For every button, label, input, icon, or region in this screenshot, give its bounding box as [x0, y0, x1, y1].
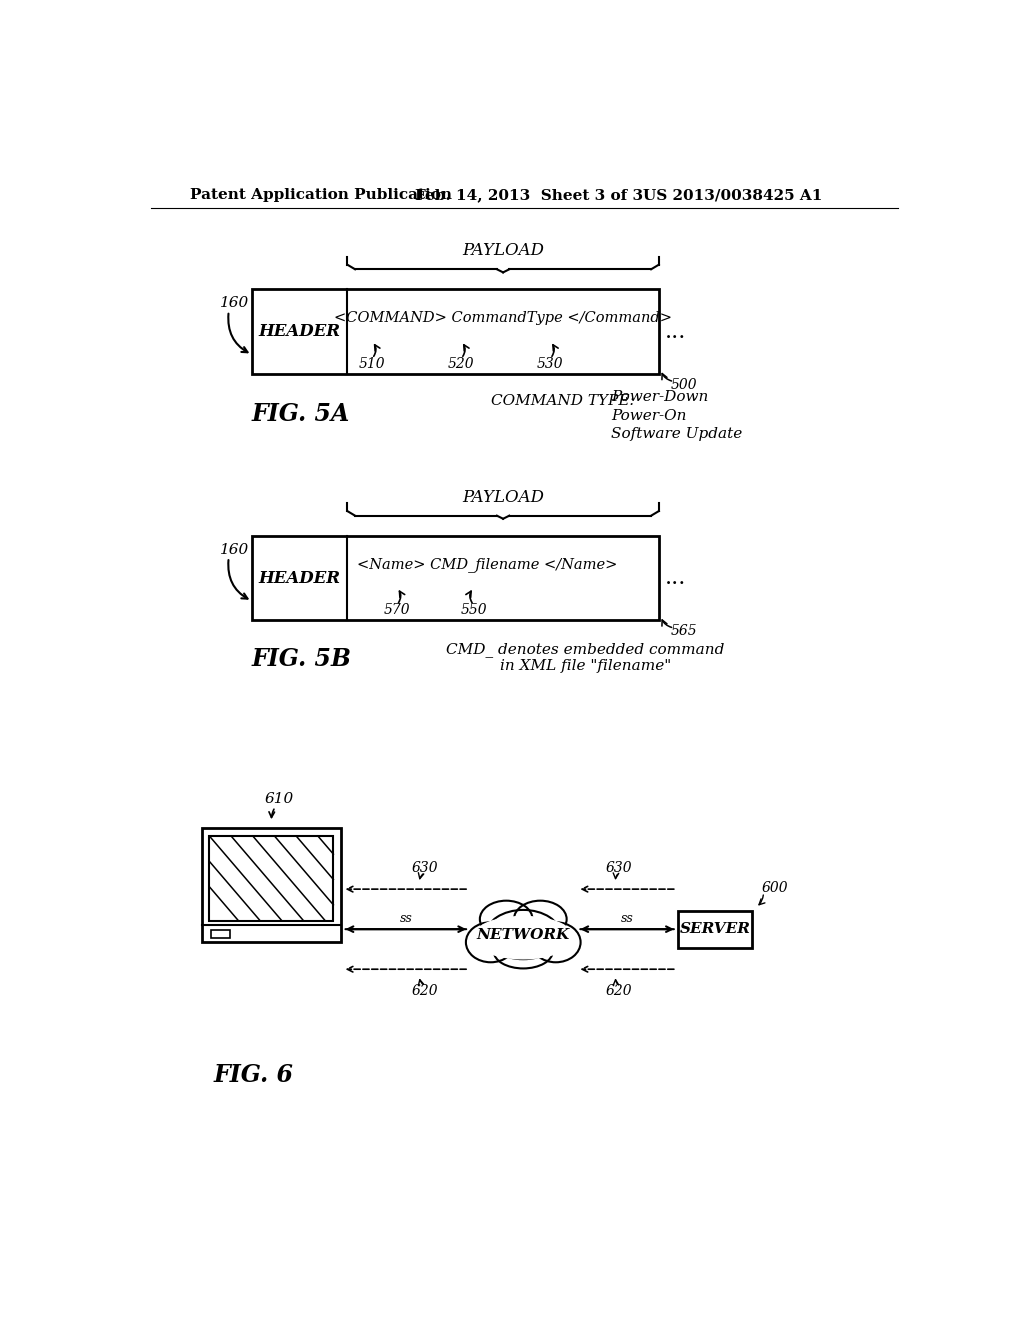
FancyBboxPatch shape	[252, 289, 658, 374]
Text: HEADER: HEADER	[259, 569, 341, 586]
Text: FIG. 5B: FIG. 5B	[252, 647, 352, 671]
Text: Feb. 14, 2013  Sheet 3 of 3: Feb. 14, 2013 Sheet 3 of 3	[415, 189, 643, 202]
Text: US 2013/0038425 A1: US 2013/0038425 A1	[643, 189, 822, 202]
Text: <COMMAND> CommandType </Command>: <COMMAND> CommandType </Command>	[334, 310, 672, 325]
Text: PAYLOAD: PAYLOAD	[462, 488, 544, 506]
Text: COMMAND TYPE:: COMMAND TYPE:	[490, 393, 634, 408]
Text: HEADER: HEADER	[259, 323, 341, 341]
Text: NETWORK: NETWORK	[476, 928, 570, 941]
Text: ss: ss	[621, 912, 634, 925]
Text: <Name> CMD_filename </Name>: <Name> CMD_filename </Name>	[357, 557, 617, 572]
Ellipse shape	[514, 900, 566, 937]
Text: 565: 565	[671, 624, 697, 638]
Ellipse shape	[494, 935, 553, 969]
Text: SERVER: SERVER	[680, 923, 751, 936]
Text: 530: 530	[537, 356, 563, 371]
Text: 630: 630	[606, 861, 633, 875]
Text: 570: 570	[384, 603, 411, 618]
FancyBboxPatch shape	[209, 836, 334, 921]
Text: 510: 510	[358, 356, 385, 371]
Text: 160: 160	[219, 543, 249, 557]
Text: ...: ...	[666, 568, 687, 589]
FancyBboxPatch shape	[202, 829, 341, 942]
Text: FIG. 6: FIG. 6	[213, 1063, 293, 1086]
Text: Power-On: Power-On	[611, 409, 686, 422]
Text: CMD_ denotes embedded command
in XML file "filename": CMD_ denotes embedded command in XML fil…	[446, 642, 724, 673]
Text: 620: 620	[606, 983, 633, 998]
Text: Patent Application Publication: Patent Application Publication	[190, 189, 452, 202]
Text: ss: ss	[399, 912, 413, 925]
FancyBboxPatch shape	[252, 536, 658, 620]
Text: 500: 500	[671, 378, 697, 392]
Text: 620: 620	[412, 983, 438, 998]
FancyBboxPatch shape	[211, 929, 229, 937]
Text: 550: 550	[461, 603, 487, 618]
Text: FIG. 5A: FIG. 5A	[252, 403, 350, 426]
Ellipse shape	[466, 923, 515, 962]
Text: Software Update: Software Update	[611, 428, 742, 441]
Ellipse shape	[531, 923, 581, 962]
Text: ...: ...	[666, 321, 687, 343]
Ellipse shape	[480, 900, 532, 937]
Text: 610: 610	[264, 792, 294, 807]
Text: PAYLOAD: PAYLOAD	[462, 243, 544, 259]
Text: 160: 160	[219, 296, 249, 310]
Text: 520: 520	[447, 356, 474, 371]
Text: Power-Down: Power-Down	[611, 391, 709, 404]
Ellipse shape	[473, 916, 573, 958]
Text: 630: 630	[412, 861, 438, 875]
Text: 600: 600	[761, 880, 787, 895]
Ellipse shape	[486, 909, 560, 960]
FancyBboxPatch shape	[678, 911, 752, 948]
